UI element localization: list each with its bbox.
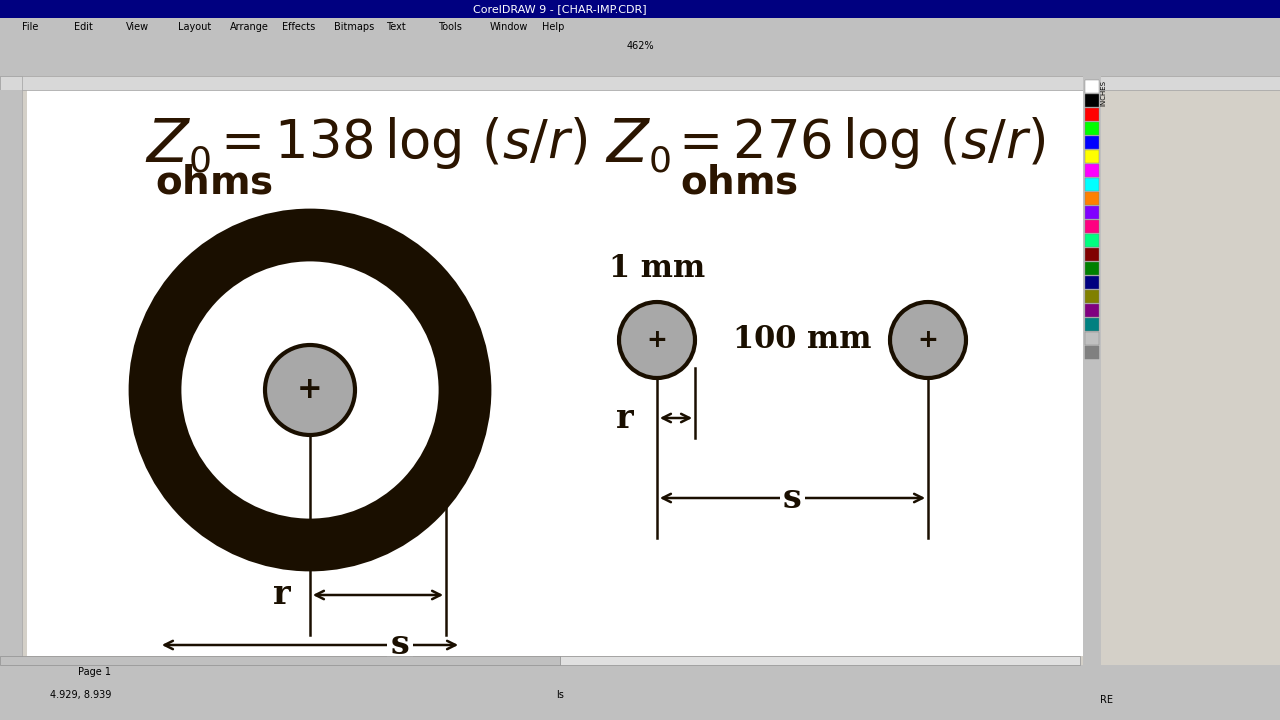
Bar: [1085, 262, 1100, 275]
Circle shape: [890, 302, 966, 378]
Text: Window: Window: [490, 22, 529, 32]
Text: Tools: Tools: [438, 22, 462, 32]
Text: +: +: [646, 328, 667, 352]
Text: s: s: [390, 629, 410, 662]
Text: File: File: [22, 22, 38, 32]
Bar: [0, 18, 1280, 36]
Text: 100 mm: 100 mm: [733, 325, 872, 356]
Bar: [1085, 80, 1100, 93]
Circle shape: [265, 345, 355, 435]
Text: CorelDRAW 9 - [CHAR-IMP.CDR]: CorelDRAW 9 - [CHAR-IMP.CDR]: [474, 4, 646, 14]
Bar: [0, 90, 22, 680]
Circle shape: [620, 302, 695, 378]
Text: Effects: Effects: [282, 22, 315, 32]
Text: Layout: Layout: [178, 22, 211, 32]
Bar: [1085, 276, 1100, 289]
Text: Arrange: Arrange: [230, 22, 269, 32]
Bar: [0, 76, 22, 720]
Bar: [0, 76, 1280, 90]
Text: Edit: Edit: [74, 22, 93, 32]
Text: 1 mm: 1 mm: [609, 253, 705, 284]
Bar: [0, 680, 1280, 720]
Text: $\it{Z}$: $\it{Z}$: [605, 115, 652, 175]
Bar: [1085, 192, 1100, 205]
Bar: [1083, 76, 1101, 666]
Bar: [0, 656, 561, 665]
Text: +: +: [918, 328, 938, 352]
Bar: [1085, 164, 1100, 177]
Text: $=  276 \, \log \, (s/r)$: $= 276 \, \log \, (s/r)$: [668, 115, 1044, 171]
Bar: [1085, 332, 1100, 345]
Bar: [0, 0, 1280, 18]
Bar: [0, 36, 1280, 56]
Text: 462%: 462%: [626, 41, 654, 51]
Bar: [1085, 220, 1100, 233]
Bar: [1085, 122, 1100, 135]
Text: s: s: [783, 482, 801, 515]
Bar: [27, 90, 1083, 656]
Text: +: +: [297, 376, 323, 405]
Text: ls: ls: [556, 690, 564, 700]
Bar: [1085, 206, 1100, 219]
Bar: [1085, 248, 1100, 261]
Bar: [1085, 290, 1100, 303]
Text: Text: Text: [387, 22, 406, 32]
Text: INCHES: INCHES: [1100, 80, 1106, 106]
Text: $\mathbf{ohms}$: $\mathbf{ohms}$: [680, 165, 799, 202]
Bar: [0, 56, 1280, 76]
Text: $\mathbf{ohms}$: $\mathbf{ohms}$: [155, 165, 273, 202]
Bar: [1085, 304, 1100, 317]
Text: Help: Help: [541, 22, 564, 32]
Bar: [1085, 94, 1100, 107]
Text: r: r: [616, 402, 634, 434]
Text: Bitmaps: Bitmaps: [334, 22, 374, 32]
Text: $0$: $0$: [188, 145, 211, 179]
Text: r: r: [273, 578, 291, 611]
Bar: [1085, 346, 1100, 359]
Bar: [1085, 178, 1100, 191]
Text: Page 1: Page 1: [78, 667, 111, 677]
Text: 4.929, 8.939: 4.929, 8.939: [50, 690, 111, 700]
Text: RE: RE: [1100, 695, 1114, 705]
Text: View: View: [125, 22, 150, 32]
Bar: [1085, 136, 1100, 149]
Bar: [561, 656, 1080, 665]
Bar: [0, 665, 1280, 680]
Text: $0$: $0$: [648, 145, 671, 179]
Bar: [1085, 150, 1100, 163]
Text: $=  138 \, \log \, (s/r)$: $= 138 \, \log \, (s/r)$: [210, 115, 588, 171]
Bar: [1085, 108, 1100, 121]
Bar: [1085, 318, 1100, 331]
Bar: [1085, 234, 1100, 247]
Text: $\it{Z}$: $\it{Z}$: [145, 115, 191, 175]
